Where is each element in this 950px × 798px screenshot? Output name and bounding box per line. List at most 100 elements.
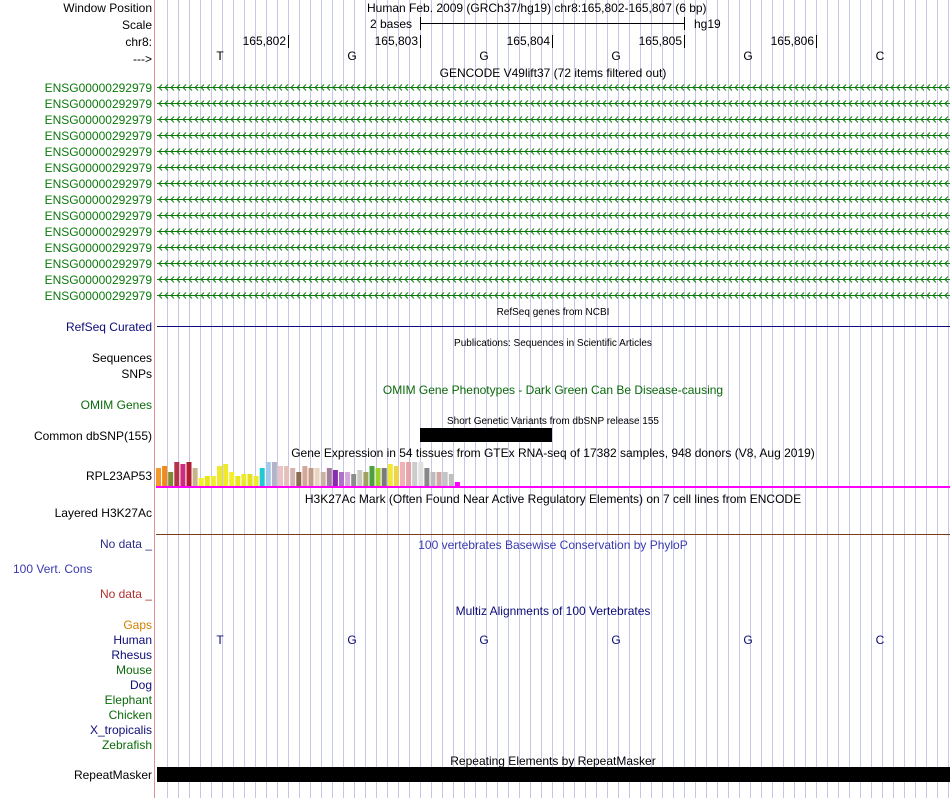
gtex-tissue-bar[interactable] [369, 466, 375, 486]
gtex-tissue-bar[interactable] [393, 466, 399, 486]
refseq-track-title[interactable]: RefSeq genes from NCBI [496, 307, 610, 318]
gtex-tissue-bar[interactable] [229, 472, 235, 486]
omim-track-title[interactable]: OMIM Gene Phenotypes - Dark Green Can Be… [382, 383, 724, 397]
gencode-gene-feature[interactable] [157, 100, 950, 107]
gtex-tissue-bar[interactable] [192, 468, 198, 486]
gtex-tissue-bar[interactable] [302, 466, 308, 486]
gtex-tissue-bar[interactable] [412, 462, 418, 486]
gencode-gene-label[interactable]: ENSG00000292979 [44, 177, 152, 191]
dbsnp-label[interactable]: Common dbSNP(155) [33, 429, 152, 443]
conservation-track-title[interactable]: 100 vertebrates Basewise Conservation by… [418, 538, 688, 552]
gencode-gene-label[interactable]: ENSG00000292979 [44, 145, 152, 159]
gtex-tissue-bar[interactable] [400, 462, 405, 486]
publications-sequences-label[interactable]: Sequences [91, 351, 152, 365]
gtex-tissue-bar[interactable] [357, 470, 363, 486]
gtex-tissue-bar[interactable] [174, 462, 180, 486]
gtex-tissue-bar[interactable] [271, 462, 277, 486]
gencode-gene-feature[interactable] [157, 148, 950, 155]
multiz-species-label[interactable]: Dog [129, 678, 152, 692]
gtex-tissue-bar[interactable] [162, 466, 168, 486]
gtex-tissue-bar[interactable] [430, 472, 436, 486]
gencode-gene-feature[interactable] [157, 244, 950, 251]
gtex-tissue-bar[interactable] [204, 476, 210, 486]
gtex-tissue-bar[interactable] [345, 472, 351, 486]
gencode-gene-feature[interactable] [157, 132, 950, 139]
multiz-species-label[interactable]: Chicken [108, 708, 152, 722]
gencode-gene-label[interactable]: ENSG00000292979 [44, 225, 152, 239]
gtex-tissue-bar[interactable] [259, 468, 265, 486]
gencode-gene-label[interactable]: ENSG00000292979 [44, 129, 152, 143]
gtex-tissue-bar[interactable] [186, 462, 192, 486]
gtex-bar-chart[interactable] [0, 0, 950, 490]
gencode-gene-feature[interactable] [157, 276, 950, 283]
gtex-tissue-bar[interactable] [381, 468, 387, 486]
gencode-gene-label[interactable]: ENSG00000292979 [44, 161, 152, 175]
gtex-tissue-bar[interactable] [223, 464, 229, 486]
gtex-tissue-bar[interactable] [326, 468, 332, 486]
gencode-gene-label[interactable]: ENSG00000292979 [44, 193, 152, 207]
gtex-tissue-bar[interactable] [448, 474, 454, 486]
conservation-label[interactable]: 100 Vert. Cons [13, 562, 93, 576]
gtex-tissue-bar[interactable] [156, 468, 161, 486]
gencode-gene-feature[interactable] [157, 84, 950, 91]
multiz-species-label[interactable]: X_tropicalis [89, 723, 152, 737]
gencode-gene-feature[interactable] [157, 292, 950, 299]
gencode-gene-feature[interactable] [157, 116, 950, 123]
gtex-gene-label[interactable]: RPL23AP53 [85, 469, 152, 483]
gencode-gene-label[interactable]: ENSG00000292979 [44, 113, 152, 127]
gencode-gene-label[interactable]: ENSG00000292979 [44, 81, 152, 95]
multiz-species-label[interactable]: Zebrafish [101, 738, 152, 752]
gencode-gene-label[interactable]: ENSG00000292979 [44, 97, 152, 111]
gtex-tissue-bar[interactable] [198, 478, 204, 486]
omim-label[interactable]: OMIM Genes [80, 398, 152, 412]
gtex-tissue-bar[interactable] [290, 468, 296, 486]
multiz-species-label[interactable]: Rhesus [111, 648, 152, 662]
gtex-tissue-bar[interactable] [241, 474, 247, 486]
gtex-tissue-bar[interactable] [339, 472, 344, 486]
gencode-gene-feature[interactable] [157, 260, 950, 267]
gtex-tissue-bar[interactable] [363, 472, 369, 486]
repeatmasker-block[interactable] [157, 767, 950, 782]
gtex-tissue-bar[interactable] [375, 468, 381, 486]
gencode-gene-feature[interactable] [157, 212, 950, 219]
gtex-tissue-bar[interactable] [454, 482, 460, 486]
multiz-track-title[interactable]: Multiz Alignments of 100 Vertebrates [455, 604, 651, 618]
multiz-species-label[interactable]: Mouse [115, 663, 152, 677]
gtex-tissue-bar[interactable] [278, 466, 283, 486]
gencode-gene-label[interactable]: ENSG00000292979 [44, 209, 152, 223]
gtex-tissue-bar[interactable] [247, 474, 253, 486]
gtex-tissue-bar[interactable] [406, 462, 412, 486]
gtex-tissue-bar[interactable] [332, 470, 338, 486]
gencode-gene-label[interactable]: ENSG00000292979 [44, 273, 152, 287]
gtex-track-title[interactable]: Gene Expression in 54 tissues from GTEx … [291, 446, 815, 460]
h3k27ac-label[interactable]: Layered H3K27Ac [54, 506, 152, 520]
multiz-species-label[interactable]: Elephant [104, 693, 152, 707]
gencode-gene-feature[interactable] [157, 164, 950, 171]
gencode-gene-feature[interactable] [157, 228, 950, 235]
gtex-tissue-bar[interactable] [436, 472, 442, 486]
gencode-track-title[interactable]: GENCODE V49lift37 (72 items filtered out… [439, 66, 667, 80]
gtex-tissue-bar[interactable] [253, 476, 259, 486]
gencode-gene-feature[interactable] [157, 180, 950, 187]
gtex-tissue-bar[interactable] [180, 464, 186, 486]
gencode-gene-feature[interactable] [157, 196, 950, 203]
gencode-gene-label[interactable]: ENSG00000292979 [44, 289, 152, 303]
gtex-tissue-bar[interactable] [320, 472, 326, 486]
gtex-tissue-bar[interactable] [387, 464, 393, 486]
h3k27ac-track-title[interactable]: H3K27Ac Mark (Often Found Near Active Re… [304, 492, 802, 506]
gtex-tissue-bar[interactable] [418, 462, 424, 486]
gtex-tissue-bar[interactable] [442, 472, 448, 486]
repeatmasker-track-title[interactable]: Repeating Elements by RepeatMasker [450, 754, 656, 768]
gtex-tissue-bar[interactable] [296, 472, 302, 486]
gencode-gene-label[interactable]: ENSG00000292979 [44, 241, 152, 255]
gtex-tissue-bar[interactable] [217, 466, 222, 486]
gencode-gene-label[interactable]: ENSG00000292979 [44, 257, 152, 271]
gtex-tissue-bar[interactable] [351, 474, 357, 486]
gtex-tissue-bar[interactable] [424, 468, 430, 486]
refseq-gene-line[interactable] [157, 326, 950, 327]
publications-snps-label[interactable]: SNPs [121, 367, 152, 381]
dbsnp-variant-block[interactable] [420, 428, 552, 442]
gencode-gene-features[interactable] [0, 0, 950, 310]
gtex-tissue-bar[interactable] [314, 468, 320, 486]
dbsnp-track-title[interactable]: Short Genetic Variants from dbSNP releas… [447, 416, 659, 427]
